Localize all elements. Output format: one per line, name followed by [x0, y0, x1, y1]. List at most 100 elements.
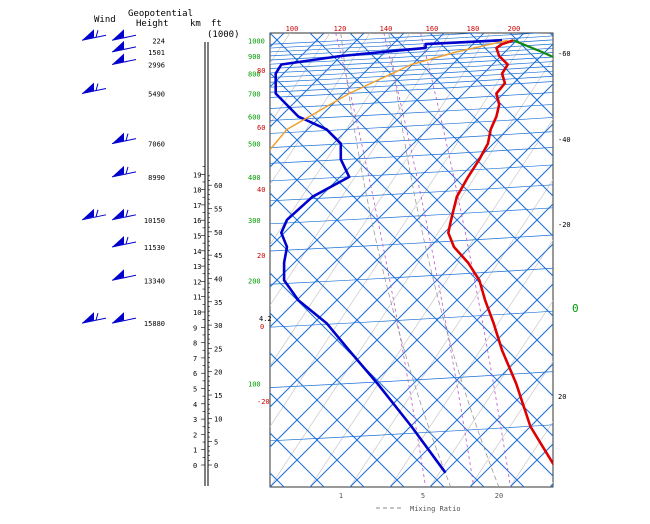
wind-barb-flag — [82, 29, 94, 41]
ft-label: 55 — [214, 206, 222, 214]
right-axis-label: -60 — [558, 50, 571, 58]
wind-barb-feather — [95, 30, 99, 38]
isotherm-gray — [309, 118, 553, 487]
isotherm-gray — [469, 360, 553, 487]
geopotential-header-line2: Height — [136, 19, 169, 29]
wind-barbs: 224 1501 2996 5490 7060 8990 10150 11530 13340 15… — [81, 29, 165, 328]
adiabat-line — [630, 33, 650, 487]
isotherm-gray — [590, 33, 650, 487]
wind-header: Wind — [94, 15, 116, 25]
height-axis-ticks — [201, 166, 212, 466]
ft-label: 60 — [214, 182, 222, 190]
isobar-line — [270, 75, 553, 93]
isobar-line — [270, 33, 544, 49]
km-label: 0 — [193, 462, 197, 470]
isobar-line — [270, 207, 553, 225]
left-temperature-label: 80 — [257, 67, 265, 75]
wind-barb-staff — [111, 171, 137, 178]
mixing-ratio-value-label: 20 — [495, 492, 503, 500]
geopotential-height-label: 5490 — [148, 90, 165, 98]
mixing-ratio-value-label: 5 — [421, 492, 425, 500]
isobar-line — [270, 267, 553, 285]
sounding-series — [270, 39, 553, 474]
isotherm-line — [270, 33, 445, 208]
isobar-line — [270, 117, 553, 134]
wind-barb-flag — [112, 40, 124, 52]
ft-label: 10 — [214, 415, 222, 423]
adiabat-line — [270, 152, 553, 437]
pressure-label: 900 — [248, 53, 261, 61]
left-temperature-label: 40 — [257, 186, 265, 194]
adiabat-line — [270, 232, 525, 487]
km-label: 18 — [193, 187, 201, 195]
geopotential-height-label: 13340 — [144, 277, 165, 285]
km-label: 1 — [193, 447, 197, 455]
wind-barb-staff — [111, 59, 137, 65]
wind-barb-staff — [111, 241, 137, 248]
ft-unit-header: (1000) — [207, 30, 240, 40]
wind-barb-feather — [125, 133, 129, 141]
mixing-ratio-line — [388, 33, 500, 487]
isotherm-gray — [270, 33, 331, 125]
wind-barb-flag — [112, 208, 124, 220]
isobar-line — [270, 52, 553, 69]
pressure-label: 800 — [248, 71, 261, 79]
adiabat-line — [590, 33, 650, 487]
right-axis-label: 20 — [558, 393, 566, 401]
isobar-line — [270, 371, 553, 388]
isotherm-gray — [0, 33, 170, 487]
ft-label: 20 — [214, 369, 222, 377]
isobar-line — [270, 131, 553, 148]
pressure-label: 600 — [248, 113, 261, 121]
ft-header: ft — [211, 19, 222, 29]
isotherm-gray — [0, 33, 10, 487]
wind-barb-staff — [81, 214, 107, 221]
isobar-line — [270, 81, 553, 98]
pressure-label: 1000 — [248, 37, 265, 45]
isotherm-gray — [270, 33, 411, 246]
mixing-ratio-line — [383, 33, 475, 487]
isotherm-gray — [270, 58, 553, 487]
isotherm-line — [270, 33, 285, 48]
km-label: 19 — [193, 171, 201, 179]
isotherm-gray — [0, 33, 250, 487]
isobar-line — [270, 47, 553, 65]
ft-label: 40 — [214, 275, 222, 283]
top-temperature-label: 120 — [334, 25, 347, 33]
top-temperature-label: 160 — [426, 25, 439, 33]
ft-label: 5 — [214, 439, 218, 447]
isotherm-line — [270, 33, 405, 168]
km-label: 12 — [193, 278, 201, 286]
km-label: 5 — [193, 386, 197, 394]
isotherm-gray — [270, 33, 451, 307]
wind-barb-feather — [95, 209, 99, 217]
isotherm-gray — [270, 33, 371, 185]
isotherm-line — [429, 363, 553, 487]
adiabat-line — [270, 33, 553, 317]
right-axis-label: -20 — [558, 221, 571, 229]
isotherm-line — [389, 323, 553, 487]
isobar-line — [270, 70, 553, 88]
sounding-profile-line — [274, 39, 503, 474]
ft-label: 30 — [214, 322, 222, 330]
isobar-line — [270, 164, 553, 182]
isobar-line — [270, 65, 553, 83]
wind-barb-flag — [82, 208, 94, 220]
isotherm-gray — [549, 481, 553, 487]
km-label: 10 — [193, 309, 201, 317]
adiabat-line — [270, 352, 405, 487]
ft-label: 50 — [214, 229, 222, 237]
mixing-ratio-legend-label: Mixing Ratio — [410, 505, 461, 513]
km-label: 4 — [193, 401, 197, 409]
wind-barb-feather — [95, 83, 99, 91]
isotherm-gray — [270, 33, 491, 367]
left-temperature-label: -20 — [257, 398, 270, 406]
isotherm-gray — [429, 300, 553, 487]
isotherm-gray — [270, 33, 291, 64]
isotherm-line — [549, 483, 553, 487]
isobar-line — [270, 61, 553, 78]
isobar-line — [270, 43, 553, 61]
isotherm-gray — [389, 239, 553, 487]
